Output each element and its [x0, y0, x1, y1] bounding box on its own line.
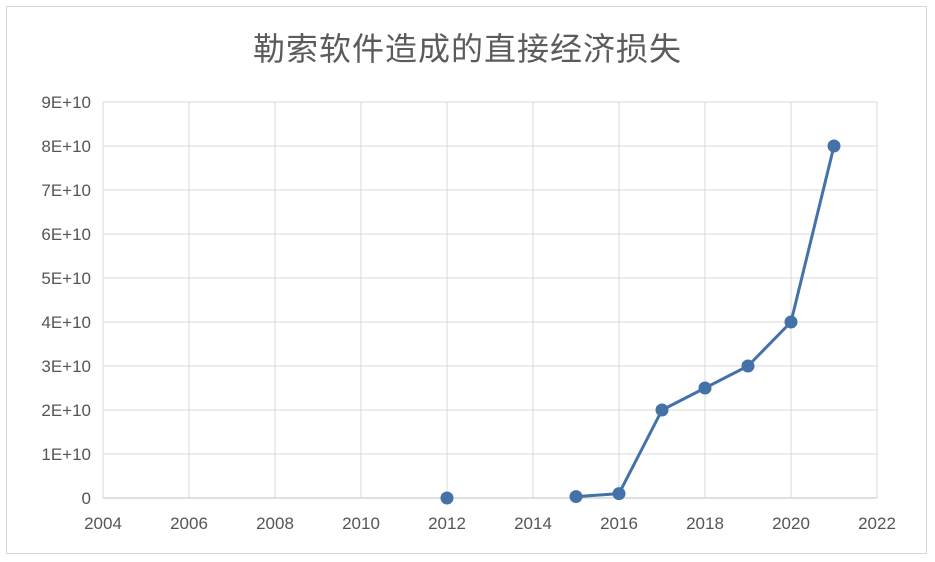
- x-tick-label: 2018: [686, 514, 724, 533]
- y-tick-label: 9E+10: [41, 93, 91, 112]
- x-tick-label: 2016: [600, 514, 638, 533]
- y-tick-label: 8E+10: [41, 137, 91, 156]
- x-tick-label: 2022: [858, 514, 896, 533]
- x-tick-label: 2020: [772, 514, 810, 533]
- y-tick-label: 3E+10: [41, 357, 91, 376]
- data-point: [569, 490, 583, 504]
- y-tick-label: 0: [82, 489, 91, 508]
- data-point: [698, 381, 712, 395]
- x-tick-label: 2004: [84, 514, 122, 533]
- data-point: [784, 315, 798, 329]
- y-tick-label: 1E+10: [41, 445, 91, 464]
- x-tick-label: 2010: [342, 514, 380, 533]
- chart-frame: [6, 6, 927, 554]
- x-tick-label: 2014: [514, 514, 552, 533]
- x-tick-label: 2012: [428, 514, 466, 533]
- x-tick-label: 2008: [256, 514, 294, 533]
- data-point: [827, 139, 841, 153]
- data-point: [440, 491, 454, 505]
- chart-title: 勒索软件造成的直接经济损失: [252, 30, 682, 68]
- y-tick-label: 5E+10: [41, 269, 91, 288]
- data-point: [612, 487, 626, 501]
- y-tick-label: 2E+10: [41, 401, 91, 420]
- data-point: [741, 359, 755, 373]
- data-point: [655, 403, 669, 417]
- y-tick-label: 4E+10: [41, 313, 91, 332]
- x-tick-label: 2006: [170, 514, 208, 533]
- y-tick-label: 6E+10: [41, 225, 91, 244]
- y-tick-label: 7E+10: [41, 181, 91, 200]
